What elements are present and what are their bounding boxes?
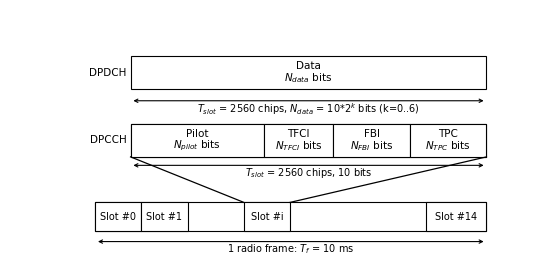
Text: DPCCH: DPCCH xyxy=(90,136,126,145)
Bar xyxy=(244,202,290,231)
Text: $T_{slot}$ = 2560 chips, $N_{data}$ = 10*$2^k$ bits (k=0..6): $T_{slot}$ = 2560 chips, $N_{data}$ = 10… xyxy=(197,101,420,117)
Bar xyxy=(130,56,487,89)
Text: $N_{TFCI}$ bits: $N_{TFCI}$ bits xyxy=(275,139,323,153)
Text: TFCI: TFCI xyxy=(288,129,310,139)
Text: 1 radio frame: $T_f$ = 10 ms: 1 radio frame: $T_f$ = 10 ms xyxy=(227,242,354,256)
Text: $T_{slot}$ = 2560 chips, 10 bits: $T_{slot}$ = 2560 chips, 10 bits xyxy=(245,166,372,180)
Text: Data: Data xyxy=(296,61,321,71)
Text: Slot #i: Slot #i xyxy=(251,212,283,222)
Text: $N_{pilot}$ bits: $N_{pilot}$ bits xyxy=(173,139,221,153)
Bar xyxy=(95,202,486,231)
Bar xyxy=(130,124,264,157)
Text: $N_{data}$ bits: $N_{data}$ bits xyxy=(284,71,333,85)
Text: DPDCH: DPDCH xyxy=(89,68,127,78)
Bar xyxy=(130,124,487,157)
Text: Slot #14: Slot #14 xyxy=(435,212,477,222)
Bar xyxy=(410,124,487,157)
Text: Slot #0: Slot #0 xyxy=(100,212,136,222)
Text: FBI: FBI xyxy=(364,129,379,139)
Text: $N_{FBI}$ bits: $N_{FBI}$ bits xyxy=(350,139,393,153)
Bar xyxy=(141,202,188,231)
Bar xyxy=(95,202,141,231)
Bar xyxy=(333,124,410,157)
Bar xyxy=(426,202,486,231)
Text: TPC: TPC xyxy=(438,129,458,139)
Text: Pilot: Pilot xyxy=(186,129,208,139)
Text: $N_{TPC}$ bits: $N_{TPC}$ bits xyxy=(425,139,471,153)
Text: Slot #1: Slot #1 xyxy=(146,212,183,222)
Bar xyxy=(264,124,333,157)
